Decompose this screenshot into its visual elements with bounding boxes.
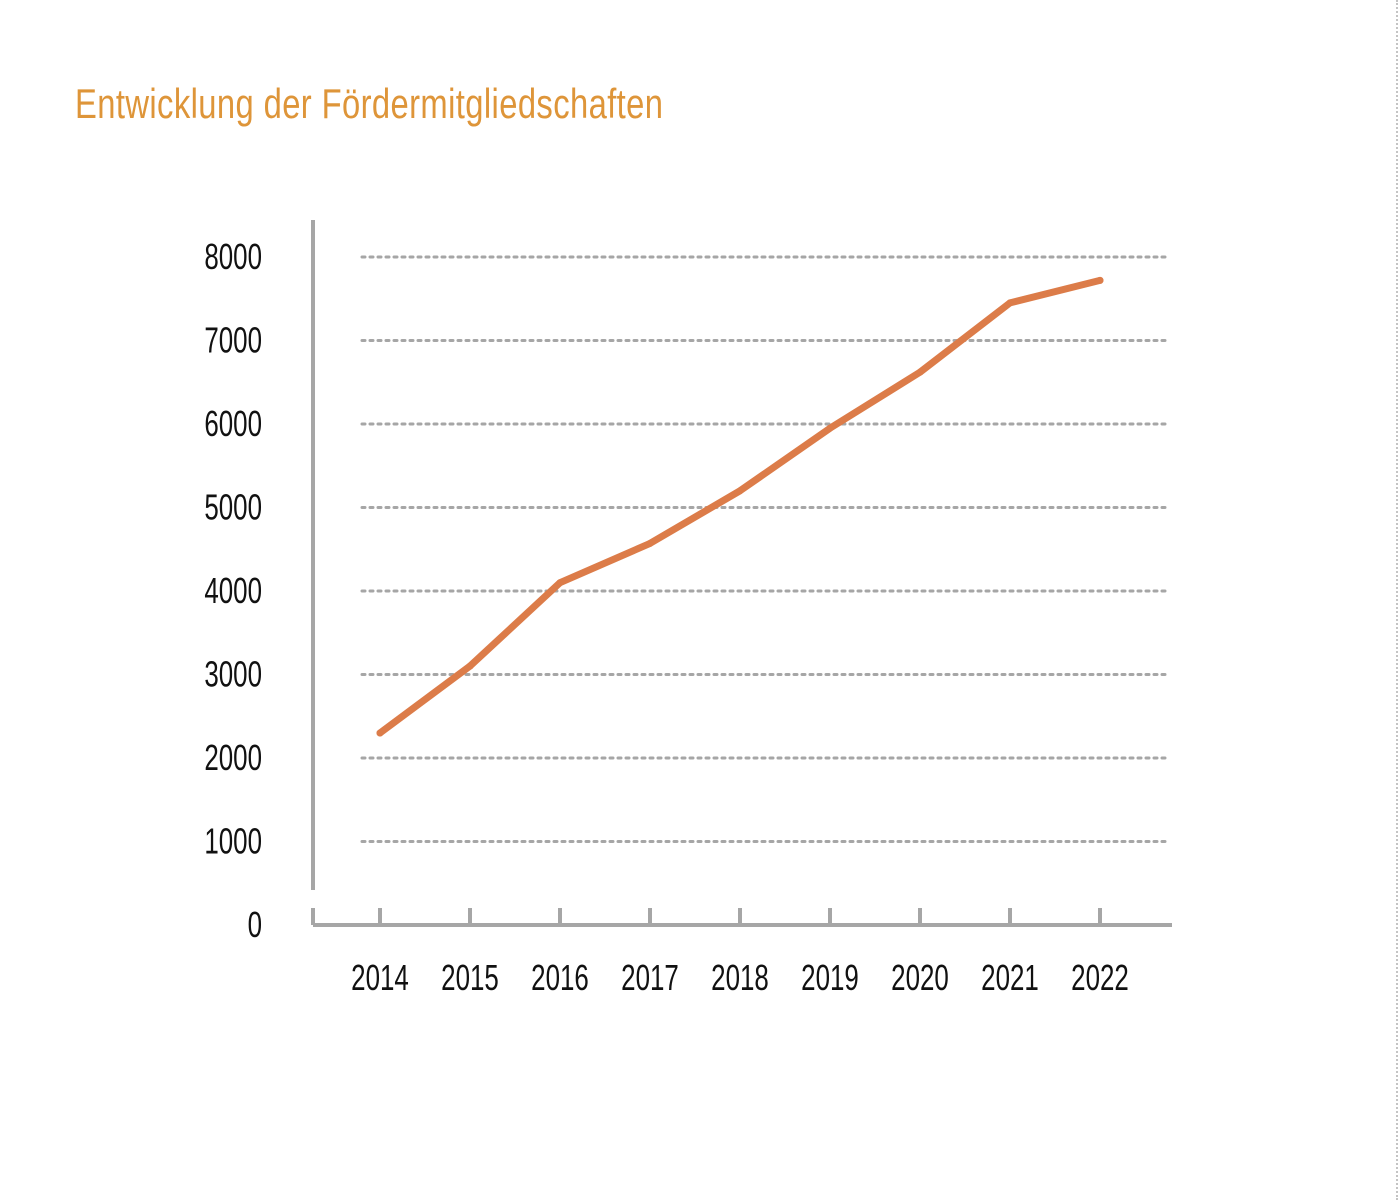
- data-series: [376, 276, 1104, 737]
- data-point-2014: [376, 729, 384, 737]
- data-point-2022: [1096, 276, 1104, 284]
- x-tick-label-2016: 2016: [531, 958, 589, 998]
- x-tick-label-2019: 2019: [801, 958, 859, 998]
- axes: [311, 220, 1172, 927]
- x-tick-label-2018: 2018: [711, 958, 769, 998]
- y-tick-label-4000: 4000: [204, 571, 262, 611]
- data-point-2015: [466, 662, 474, 670]
- y-tick-label-6000: 6000: [204, 404, 262, 444]
- x-tick-label-2015: 2015: [441, 958, 499, 998]
- data-point-2020: [916, 368, 924, 376]
- data-point-2017: [646, 539, 654, 547]
- page-edge-divider: [1396, 0, 1398, 1200]
- x-tick-label-2022: 2022: [1071, 958, 1129, 998]
- y-tick-label-1000: 1000: [204, 821, 262, 861]
- x-tick-label-2014: 2014: [351, 958, 409, 998]
- x-tick-label-2021: 2021: [981, 958, 1039, 998]
- y-tick-label-7000: 7000: [204, 320, 262, 360]
- chart-title: Entwicklung der Fördermitgliedschaften: [75, 80, 664, 127]
- y-tick-label-0: 0: [248, 905, 262, 945]
- y-tick-label-5000: 5000: [204, 487, 262, 527]
- data-point-2019: [826, 424, 834, 432]
- y-tick-label-8000: 8000: [204, 237, 262, 277]
- y-axis-tick-labels: 0 1000 2000 3000 4000 5000 6000 7000 8000: [204, 237, 262, 945]
- data-point-2021: [1006, 299, 1014, 307]
- y-tick-label-3000: 3000: [204, 654, 262, 694]
- x-tick-label-2020: 2020: [891, 958, 949, 998]
- data-point-2018: [736, 487, 744, 495]
- y-tick-label-2000: 2000: [204, 738, 262, 778]
- x-axis-ticks: 2014 2015 2016 2017 2018 2019 2020 2021 2022: [351, 908, 1129, 998]
- data-point-2016: [556, 579, 564, 587]
- grid-lines: [360, 255, 1170, 843]
- x-tick-label-2017: 2017: [621, 958, 679, 998]
